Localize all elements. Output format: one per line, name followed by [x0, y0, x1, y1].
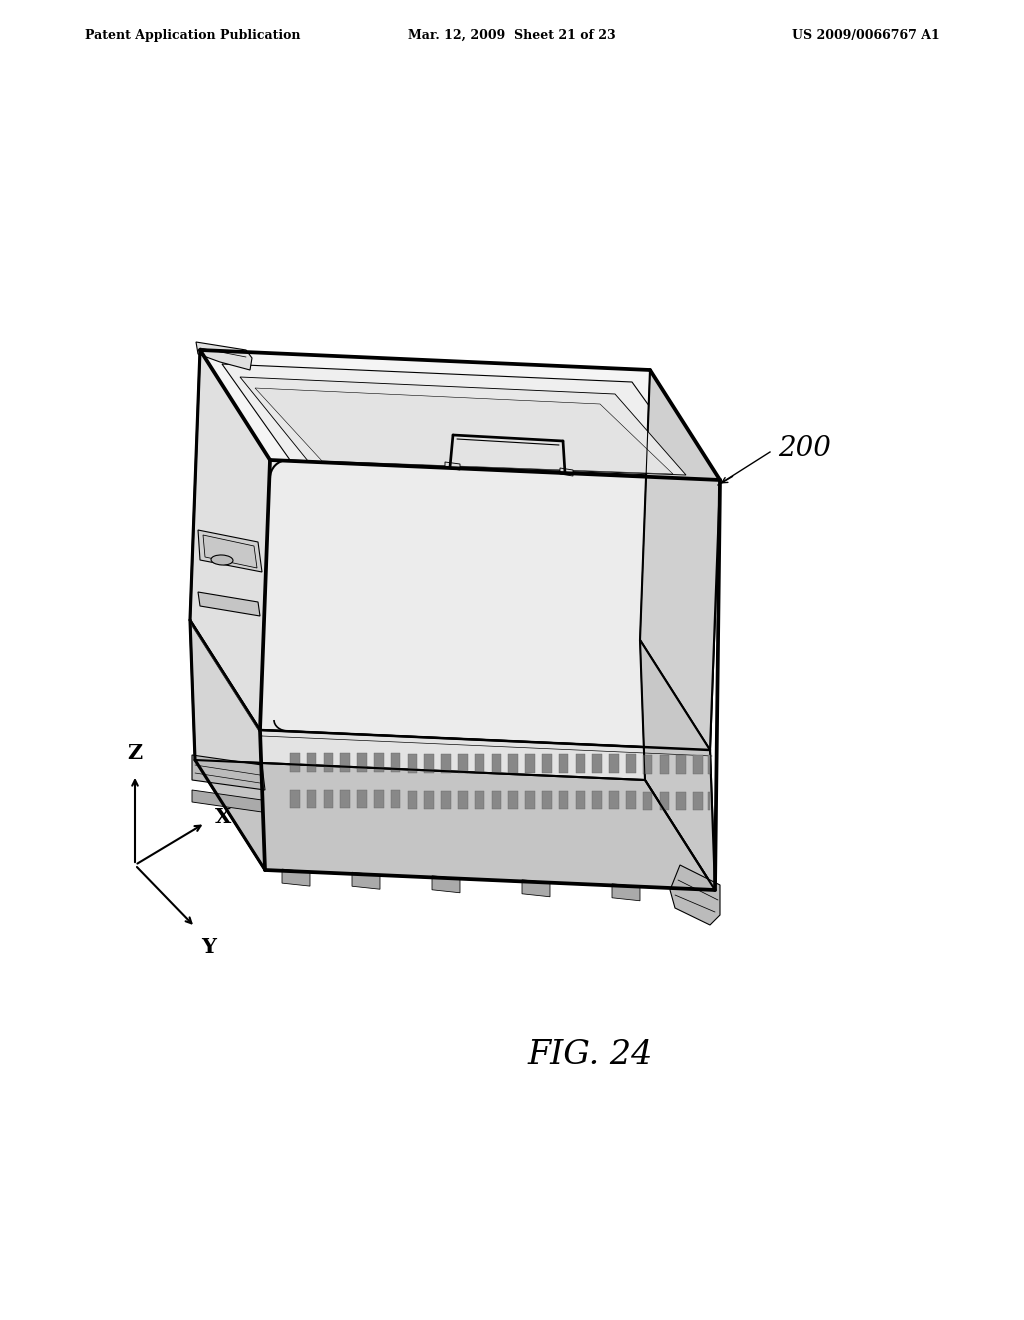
Text: X: X — [215, 807, 231, 828]
Polygon shape — [626, 755, 636, 774]
Polygon shape — [255, 388, 673, 474]
Polygon shape — [677, 755, 686, 774]
Polygon shape — [307, 791, 316, 808]
Polygon shape — [408, 754, 418, 772]
Polygon shape — [708, 755, 710, 774]
Polygon shape — [609, 755, 618, 774]
Polygon shape — [324, 754, 333, 772]
Polygon shape — [643, 755, 652, 774]
Polygon shape — [198, 531, 262, 572]
Polygon shape — [240, 378, 686, 475]
Polygon shape — [612, 884, 640, 900]
Polygon shape — [475, 754, 484, 772]
Polygon shape — [643, 792, 652, 809]
Polygon shape — [190, 350, 270, 730]
Polygon shape — [222, 364, 700, 477]
Polygon shape — [682, 887, 710, 904]
Polygon shape — [340, 791, 350, 808]
Polygon shape — [559, 754, 568, 774]
Polygon shape — [190, 620, 265, 870]
Polygon shape — [282, 869, 310, 886]
Polygon shape — [609, 792, 618, 809]
Text: US 2009/0066767 A1: US 2009/0066767 A1 — [793, 29, 940, 41]
Polygon shape — [693, 792, 702, 809]
Polygon shape — [508, 754, 518, 774]
Polygon shape — [640, 370, 720, 750]
Polygon shape — [708, 792, 710, 810]
Text: Z: Z — [127, 743, 142, 763]
Text: FIG. 24: FIG. 24 — [527, 1039, 652, 1071]
Polygon shape — [659, 755, 670, 774]
Polygon shape — [560, 469, 573, 477]
Polygon shape — [424, 754, 434, 772]
Polygon shape — [324, 791, 333, 808]
Polygon shape — [260, 730, 715, 890]
Polygon shape — [193, 789, 262, 812]
Polygon shape — [357, 754, 367, 772]
Polygon shape — [424, 791, 434, 809]
Polygon shape — [193, 755, 265, 789]
Polygon shape — [441, 791, 451, 809]
Polygon shape — [445, 462, 460, 470]
Polygon shape — [391, 754, 400, 772]
Polygon shape — [203, 535, 257, 568]
Polygon shape — [195, 760, 715, 890]
Polygon shape — [200, 350, 720, 480]
Polygon shape — [575, 754, 586, 774]
Polygon shape — [640, 370, 720, 750]
Polygon shape — [525, 791, 535, 809]
Polygon shape — [593, 792, 602, 809]
Polygon shape — [542, 791, 552, 809]
Polygon shape — [626, 792, 636, 809]
Polygon shape — [432, 875, 460, 892]
Polygon shape — [458, 791, 468, 809]
Polygon shape — [640, 640, 715, 890]
Polygon shape — [458, 754, 468, 772]
Polygon shape — [693, 755, 702, 774]
Polygon shape — [593, 754, 602, 774]
Polygon shape — [352, 873, 380, 890]
Polygon shape — [260, 459, 720, 750]
Polygon shape — [198, 591, 260, 616]
Polygon shape — [307, 754, 316, 772]
Polygon shape — [357, 791, 367, 808]
Polygon shape — [290, 789, 300, 808]
Polygon shape — [374, 791, 384, 808]
Polygon shape — [196, 342, 252, 370]
Polygon shape — [290, 752, 300, 772]
Polygon shape — [492, 791, 502, 809]
Polygon shape — [575, 791, 586, 809]
Text: Mar. 12, 2009  Sheet 21 of 23: Mar. 12, 2009 Sheet 21 of 23 — [409, 29, 615, 41]
Polygon shape — [659, 792, 670, 809]
Polygon shape — [374, 754, 384, 772]
Ellipse shape — [211, 554, 233, 565]
Polygon shape — [677, 792, 686, 809]
Text: 200: 200 — [778, 434, 830, 462]
Polygon shape — [525, 754, 535, 774]
Polygon shape — [522, 879, 550, 896]
Text: Y: Y — [201, 937, 216, 957]
Polygon shape — [340, 754, 350, 772]
Polygon shape — [670, 865, 720, 925]
Polygon shape — [391, 791, 400, 808]
Polygon shape — [441, 754, 451, 772]
Polygon shape — [508, 791, 518, 809]
Polygon shape — [475, 791, 484, 809]
Polygon shape — [640, 640, 715, 890]
Text: Patent Application Publication: Patent Application Publication — [85, 29, 300, 41]
Polygon shape — [559, 791, 568, 809]
Polygon shape — [492, 754, 502, 774]
Polygon shape — [542, 754, 552, 774]
Polygon shape — [408, 791, 418, 809]
